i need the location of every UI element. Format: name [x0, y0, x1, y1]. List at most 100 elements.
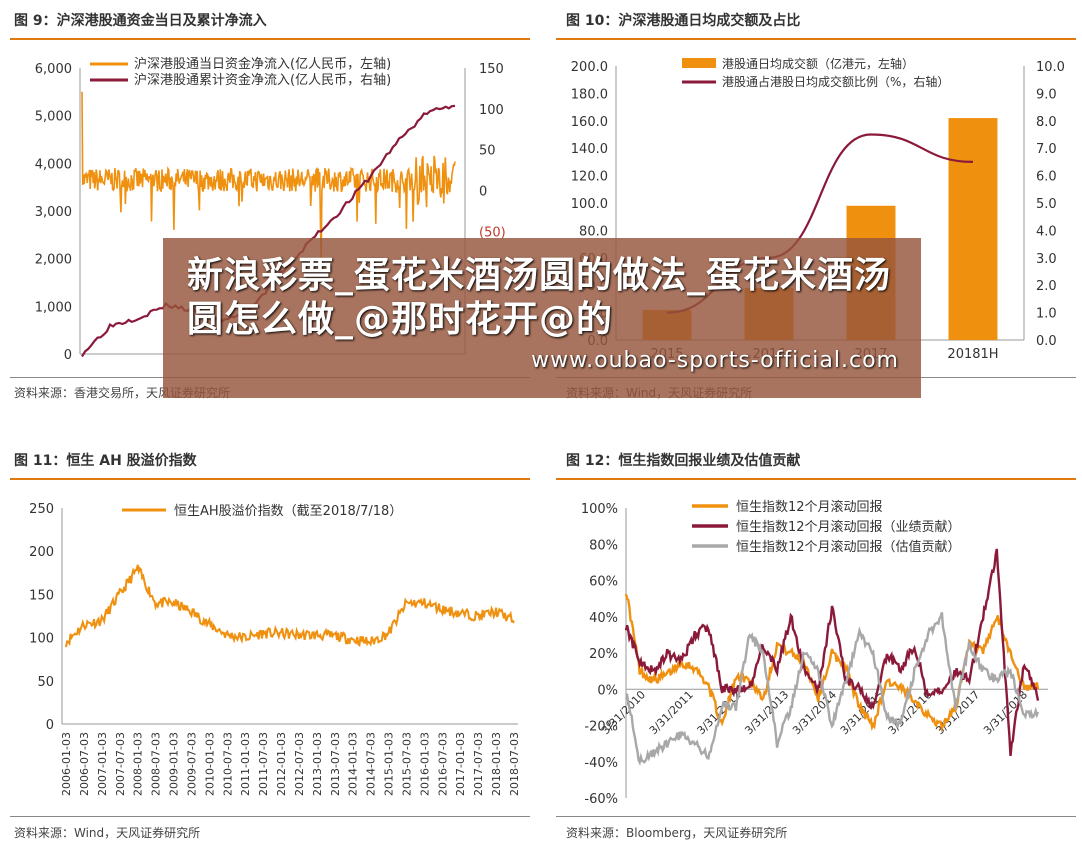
fig10-legend-swatch-bars [682, 58, 716, 68]
fig9-title-rule [10, 38, 530, 40]
fig11-y-tick: 50 [37, 675, 54, 690]
fig12-series-total-legend: 恒生指数12个月滚动回报 [736, 499, 883, 515]
fig10-right-tick: 5.0 [1036, 197, 1057, 212]
fig12-source: 资料来源：Bloomberg，天风证券研究所 [566, 826, 788, 840]
fig12-series-total [624, 593, 1040, 733]
fig9-left-tick: 4,000 [35, 157, 72, 172]
fig10-right-tick: 0.0 [1036, 334, 1057, 349]
fig12-y-tick: -20% [584, 720, 618, 735]
fig11-y-tick: 250 [29, 502, 54, 517]
fig10-right-tick: 1.0 [1036, 307, 1057, 322]
fig11-x-tick: 2017-01-03 [454, 732, 467, 796]
fig12-x-tick: 3/31/2012 [695, 688, 744, 737]
fig9-legend-cumulative: 沪深港股通累计资金净流入(亿人民币，右轴) [134, 72, 391, 88]
fig10-legend-ratio: 港股通占港股日均成交额比例（%，右轴） [722, 74, 949, 89]
fig12-series-valuation [625, 612, 1040, 766]
fig11-x-tick: 2015-01-03 [383, 732, 396, 796]
fig12-series-earnings [624, 548, 1040, 757]
fig9-series-daily [81, 91, 456, 259]
fig11-x-tick: 2014-01-03 [347, 732, 360, 796]
fig12-source-rule [556, 816, 1076, 817]
fig10-right-tick: 6.0 [1036, 170, 1057, 185]
fig9-right-tick: 100 [479, 103, 504, 118]
fig9-left-tick: 6,000 [35, 62, 72, 77]
fig10-right-tick: 8.0 [1036, 115, 1057, 130]
fig9-title: 图 9：沪深港股通资金当日及累计净流入 [14, 13, 267, 29]
fig10-x-tick: 20181H [947, 347, 998, 362]
fig10-legend-bars: 港股通日均成交额（亿港元，左轴） [722, 56, 914, 71]
fig12-chart: -60%-40%-20%0%20%40%60%80%100%3/31/20103… [581, 499, 1048, 807]
fig11-x-tick: 2006-01-03 [60, 732, 73, 796]
fig9-left-tick: 1,000 [35, 300, 72, 315]
fig11-x-tick: 2007-07-03 [114, 732, 127, 796]
fig11-x-tick: 2009-01-03 [168, 732, 181, 796]
fig9-left-tick: 3,000 [35, 205, 72, 220]
fig10-right-tick: 4.0 [1036, 224, 1057, 239]
fig11-title: 图 11：恒生 AH 股溢价指数 [14, 453, 197, 469]
fig10-left-tick: 200.0 [571, 60, 608, 75]
fig11-x-tick: 2018-07-03 [508, 732, 521, 796]
fig9-left-tick: 2,000 [35, 253, 72, 268]
fig11-x-tick: 2006-07-03 [78, 732, 91, 796]
fig11-x-tick: 2008-01-03 [132, 732, 145, 796]
fig11-source: 资料来源：Wind，天风证券研究所 [14, 826, 201, 840]
fig12-x-tick: 3/31/2011 [647, 688, 696, 737]
fig12-y-tick: -60% [584, 792, 618, 807]
fig10-left-tick: 160.0 [571, 115, 608, 130]
fig9-left-tick: 5,000 [35, 110, 72, 125]
fig10-left-tick: 180.0 [571, 87, 608, 102]
fig11-x-tick: 2013-01-03 [311, 732, 324, 796]
fig12-x-tick: 3/31/2014 [790, 688, 839, 737]
fig11-y-tick: 150 [29, 588, 54, 603]
fig10-right-tick: 3.0 [1036, 252, 1057, 267]
fig12-y-tick: 80% [589, 538, 618, 553]
fig11-y-tick: 200 [29, 545, 54, 560]
fig12-y-tick: 40% [589, 611, 618, 626]
fig11-x-tick: 2010-01-03 [203, 732, 216, 796]
fig10-left-tick: 120.0 [571, 170, 608, 185]
overlay-url[interactable]: www.oubao-sports-official.com [531, 348, 899, 373]
fig11-x-tick: 2007-01-03 [96, 732, 109, 796]
fig11-x-tick: 2016-07-03 [436, 732, 449, 796]
fig11-x-tick: 2008-07-03 [150, 732, 163, 796]
fig12-y-tick: 60% [589, 575, 618, 590]
fig9-right-tick: (50) [479, 225, 506, 240]
fig10-right-tick: 7.0 [1036, 142, 1057, 157]
fig10-title-rule [556, 38, 1076, 40]
fig12-y-tick: 20% [589, 647, 618, 662]
fig9-right-tick: 0 [479, 185, 487, 200]
fig10-right-tick: 2.0 [1036, 279, 1057, 294]
fig11-chart: 0 50 100 150 200 250 2006-01-03 2006-07-03 2007-… [29, 502, 521, 796]
fig10-left-tick: 80.0 [579, 224, 608, 239]
fig10-right-tick: 10.0 [1036, 60, 1065, 75]
fig12-title-rule [556, 478, 1076, 480]
fig10-left-tick: 140.0 [571, 142, 608, 157]
fig11-x-tick: 2013-07-03 [329, 732, 342, 796]
fig12-title: 图 12：恒生指数回报业绩及估值贡献 [566, 453, 801, 469]
fig10-left-tick: 100.0 [571, 197, 608, 212]
fig10-title: 图 10：沪深港股通日均成交额及占比 [566, 13, 801, 29]
fig11-series-ah-premium [65, 564, 515, 648]
fig11-x-tick: 2011-01-03 [239, 732, 252, 796]
fig12-y-tick: 100% [581, 502, 618, 517]
fig11-x-tick: 2018-01-03 [490, 732, 503, 796]
fig11-x-tick: 2017-07-03 [472, 732, 485, 796]
fig11-x-tick: 2016-01-03 [418, 732, 431, 796]
overlay-banner: 新浪彩票_蛋花米酒汤圆的做法_蛋花米酒汤圆怎么做_@那时花开@的 www.oub… [163, 238, 921, 398]
fig10-bar [948, 118, 998, 340]
fig9-right-tick: 150 [479, 62, 504, 77]
fig12-series-valuation-legend: 恒生指数12个月滚动回报（估值贡献） [736, 539, 961, 555]
fig11-y-tick: 100 [29, 632, 54, 647]
fig11-x-tick: 2011-07-03 [257, 732, 270, 796]
fig12-series-earnings-legend: 恒生指数12个月滚动回报（业绩贡献） [736, 519, 961, 535]
fig12-y-tick: 0% [597, 683, 618, 698]
fig11-y-tick: 0 [46, 718, 54, 733]
fig11-legend: 恒生AH股溢价指数（截至2018/7/18） [174, 504, 402, 519]
fig12-x-tick: 3/31/2013 [742, 688, 791, 737]
fig11-x-tick: 2015-07-03 [400, 732, 413, 796]
fig9-right-tick: 50 [479, 144, 496, 159]
fig11-x-tick: 2009-07-03 [185, 732, 198, 796]
fig9-left-tick: 0 [64, 348, 72, 363]
fig11-source-rule [10, 816, 530, 817]
overlay-title: 新浪彩票_蛋花米酒汤圆的做法_蛋花米酒汤圆怎么做_@那时花开@的 [187, 255, 892, 340]
